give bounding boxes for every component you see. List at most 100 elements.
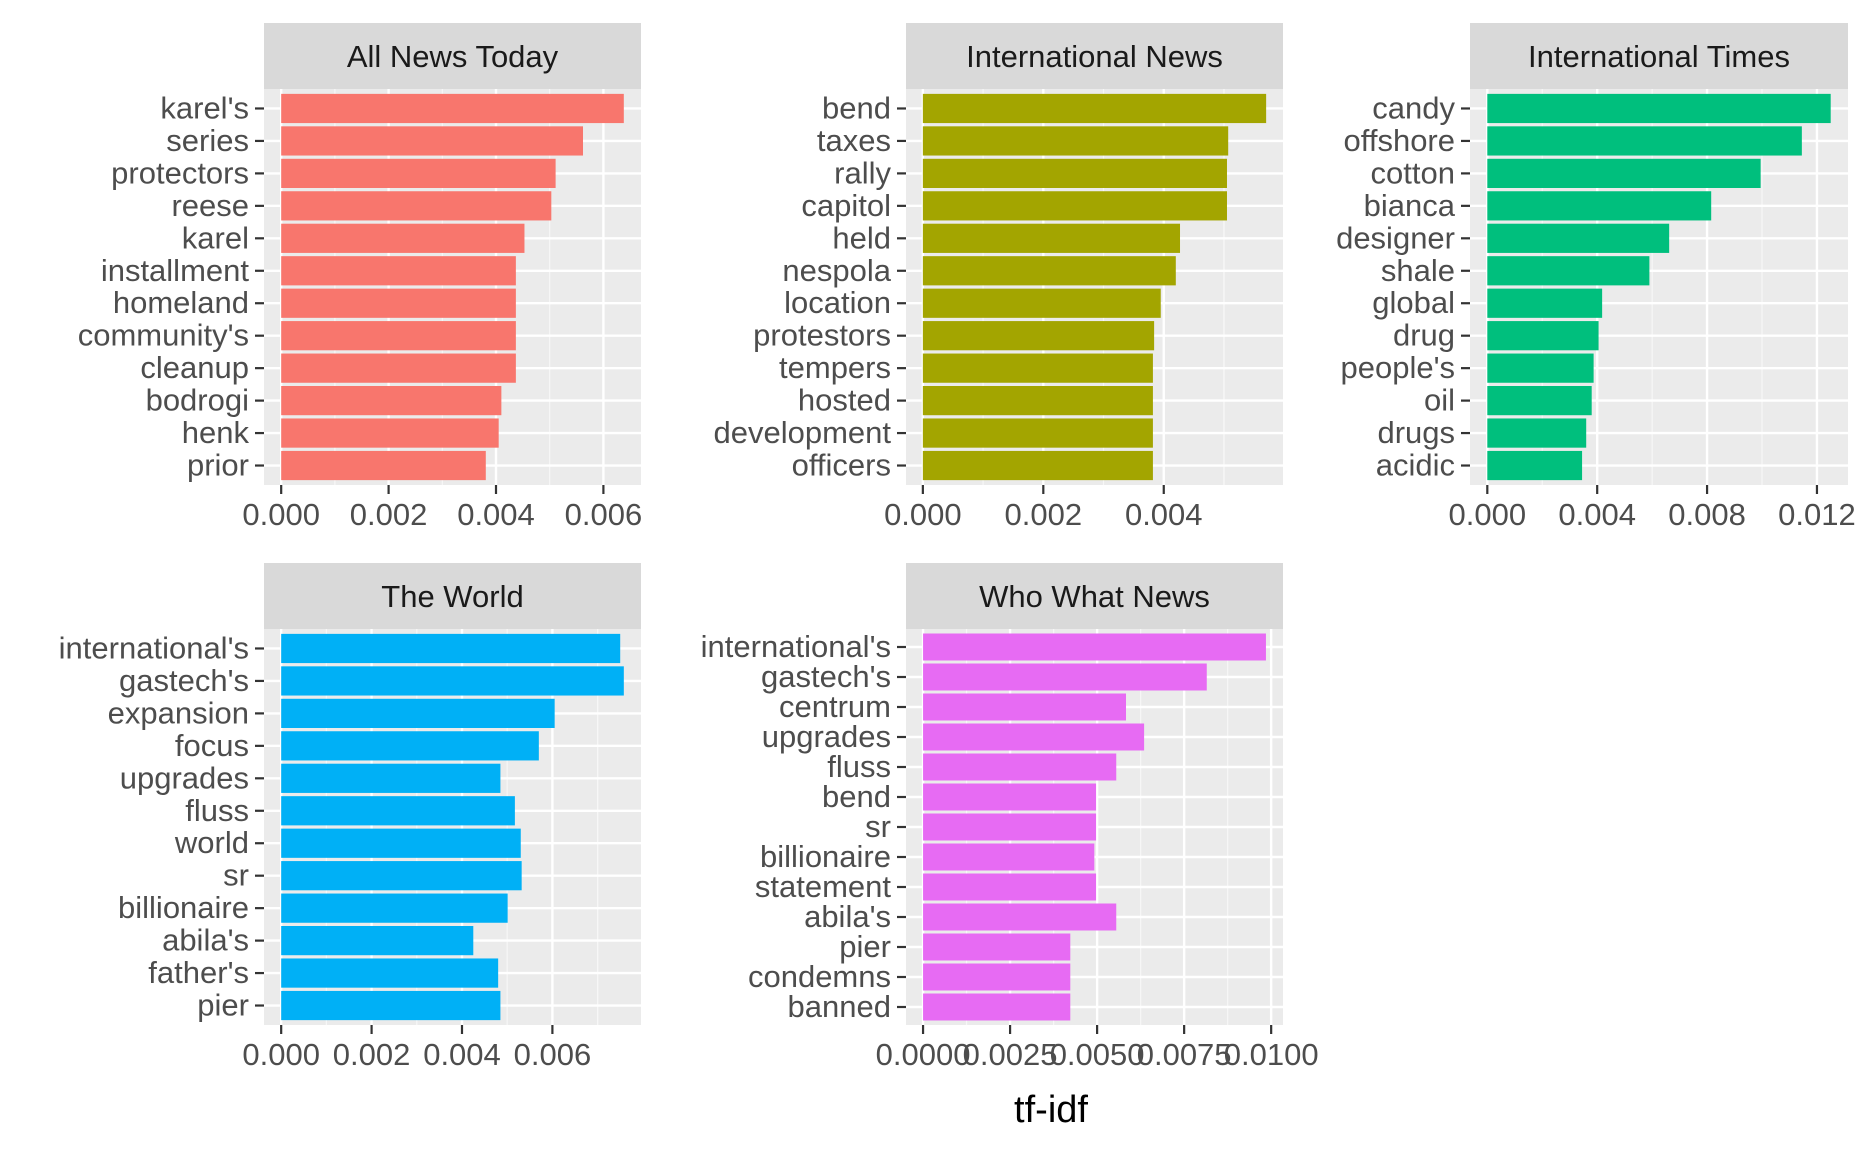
- facet-panel: Who What News international'sgastech'scen…: [701, 563, 1319, 1072]
- y-tick-label: bend: [822, 90, 891, 125]
- facet-strip: [264, 563, 641, 629]
- bar: [281, 386, 502, 416]
- facet-title: All News Today: [347, 39, 559, 74]
- bar: [1487, 191, 1712, 221]
- y-tick-label: cotton: [1371, 155, 1455, 190]
- bar: [922, 386, 1153, 416]
- y-tick-label: sr: [865, 809, 891, 844]
- x-tick-label: 0.000: [242, 1037, 320, 1072]
- bar: [922, 93, 1267, 124]
- y-tick-label: bodrogi: [146, 383, 249, 418]
- facet-title: International Times: [1528, 39, 1790, 74]
- x-axis-title: tf-idf: [1014, 1089, 1088, 1131]
- y-tick-label: father's: [148, 955, 249, 990]
- y-tick-label: gastech's: [119, 663, 249, 698]
- bar: [281, 698, 555, 728]
- bar: [281, 893, 508, 923]
- x-tick-label: 0.0050: [1050, 1037, 1145, 1072]
- bar: [1487, 386, 1592, 416]
- bar: [923, 843, 1095, 871]
- bar: [1487, 418, 1587, 448]
- y-tick-label: international's: [701, 629, 891, 664]
- y-tick-label: fluss: [827, 749, 891, 784]
- facet-strip: [1470, 23, 1848, 89]
- facet-panel: The World international'sgastech'sexpansi…: [59, 563, 641, 1072]
- y-tick-label: bianca: [1364, 188, 1456, 223]
- bar: [1487, 288, 1603, 318]
- y-tick-label: location: [784, 285, 891, 320]
- bar: [281, 763, 501, 793]
- bar: [281, 731, 539, 761]
- y-tick-label: community's: [78, 318, 249, 353]
- bar: [281, 450, 486, 481]
- bar: [281, 223, 525, 253]
- bar: [922, 450, 1153, 481]
- bar: [281, 633, 621, 664]
- y-tick-label: officers: [792, 448, 891, 483]
- y-tick-label: global: [1372, 285, 1455, 320]
- y-tick-label: cleanup: [140, 350, 249, 385]
- y-tick-label: condemns: [748, 959, 891, 994]
- y-tick-label: abila's: [804, 899, 891, 934]
- bar: [281, 418, 499, 448]
- x-tick-label: 0.006: [565, 497, 643, 532]
- bar: [281, 828, 521, 858]
- facet-panels: All News Today karel'sseriesprotectorsree…: [59, 23, 1856, 1072]
- y-tick-label: billionaire: [760, 839, 891, 874]
- x-tick-label: 0.002: [350, 497, 428, 532]
- y-tick-label: pier: [197, 988, 249, 1023]
- bar: [923, 693, 1127, 721]
- bar: [1487, 353, 1594, 383]
- bar: [281, 158, 556, 188]
- y-tick-label: series: [166, 123, 249, 158]
- bar: [923, 753, 1117, 781]
- y-tick-label: shale: [1381, 253, 1455, 288]
- facet-panel: International Times candyoffshorecottonbi…: [1336, 23, 1856, 532]
- y-tick-label: upgrades: [120, 760, 249, 795]
- y-tick-label: rally: [834, 155, 891, 190]
- y-tick-label: hosted: [798, 383, 891, 418]
- bar: [922, 353, 1153, 383]
- bar: [923, 903, 1117, 931]
- facet-strip: [906, 563, 1283, 629]
- y-tick-label: protestors: [753, 318, 891, 353]
- y-tick-label: henk: [182, 415, 250, 450]
- bar: [281, 666, 624, 696]
- bar: [281, 321, 516, 351]
- bar: [922, 126, 1229, 156]
- y-tick-label: banned: [788, 989, 891, 1024]
- x-tick-label: 0.0000: [876, 1037, 971, 1072]
- x-tick-label: 0.000: [1449, 497, 1527, 532]
- bar: [281, 93, 624, 124]
- y-tick-label: nespola: [782, 253, 891, 288]
- facet-title: The World: [381, 579, 523, 614]
- x-tick-label: 0.002: [333, 1037, 411, 1072]
- bar: [281, 126, 583, 156]
- bar: [922, 158, 1227, 188]
- bar: [281, 861, 522, 891]
- bar: [1487, 223, 1670, 253]
- y-tick-label: oil: [1424, 383, 1455, 418]
- y-tick-label: international's: [59, 630, 249, 665]
- x-tick-label: 0.008: [1668, 497, 1746, 532]
- x-tick-label: 0.0075: [1137, 1037, 1232, 1072]
- y-tick-label: acidic: [1376, 448, 1455, 483]
- bar: [923, 873, 1097, 901]
- y-tick-label: prior: [187, 448, 249, 483]
- bar: [923, 993, 1071, 1021]
- y-tick-label: installment: [101, 253, 250, 288]
- bar: [1487, 93, 1831, 124]
- bar: [922, 223, 1181, 253]
- bar: [281, 796, 515, 826]
- y-tick-label: homeland: [113, 285, 249, 320]
- y-tick-label: focus: [175, 728, 249, 763]
- y-tick-label: development: [713, 415, 891, 450]
- y-tick-label: centrum: [779, 689, 891, 724]
- x-tick-label: 0.012: [1778, 497, 1856, 532]
- y-tick-label: upgrades: [762, 719, 891, 754]
- y-tick-label: drugs: [1377, 415, 1455, 450]
- bar: [1487, 450, 1583, 481]
- y-tick-label: abila's: [162, 923, 249, 958]
- bar: [281, 958, 499, 988]
